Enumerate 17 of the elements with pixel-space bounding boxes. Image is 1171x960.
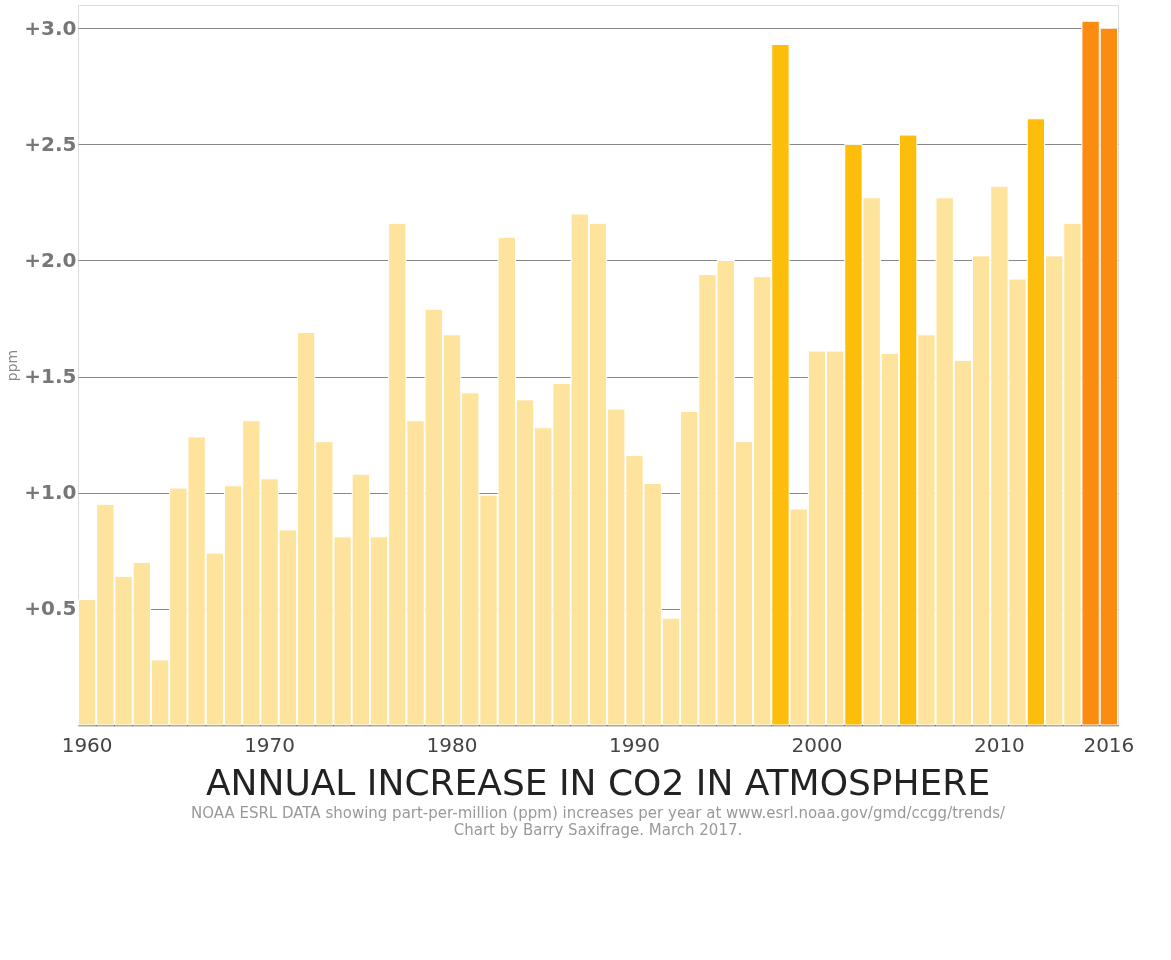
x-tick-label: 1970 — [244, 732, 296, 757]
x-tick-label: 2016 — [1083, 732, 1135, 757]
x-tick-label: 1980 — [426, 732, 478, 757]
y-tick-label: +1.0 — [24, 480, 77, 505]
x-tick-label: 1990 — [609, 732, 660, 757]
text: Chart by Barry Saxifrage. March 2017. — [453, 821, 743, 839]
x-tick-label: 1960 — [61, 732, 113, 757]
y-tick-label: +2.0 — [24, 247, 77, 272]
y-tick-label: +1.5 — [24, 364, 77, 389]
y-tick-label: +0.5 — [24, 596, 77, 621]
x-tick-label: 2000 — [791, 732, 843, 757]
text: ANNUAL INCREASE IN CO2 IN ATMOSPHERE — [205, 762, 991, 803]
y-tick-label: +2.5 — [24, 131, 77, 156]
text: NOAA ESRL DATA showing part-per-million (ppm) increases per year at www.esrl.noaa.gov/gmd/ccgg/trends/ — [190, 804, 1006, 822]
y-tick-label: +3.0 — [24, 15, 77, 40]
x-tick-label: 2010 — [973, 732, 1025, 757]
y-axis-title: ppm — [4, 349, 21, 382]
